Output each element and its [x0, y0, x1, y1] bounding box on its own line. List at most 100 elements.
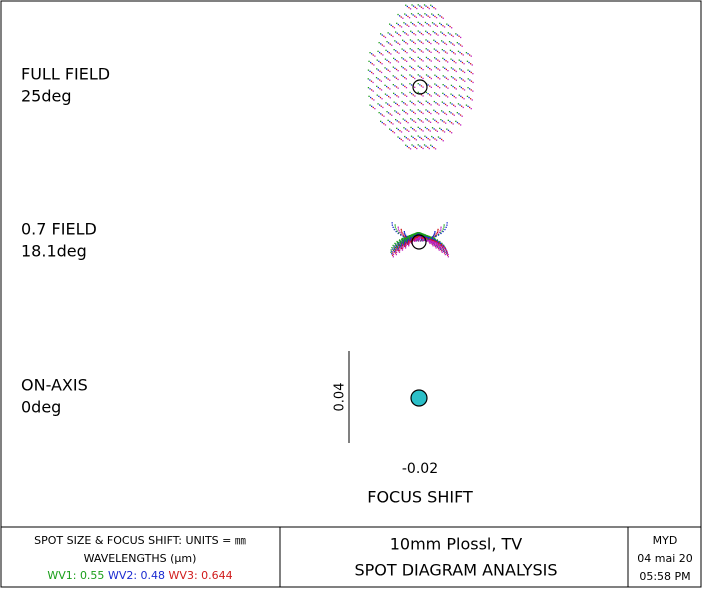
ray-dot: [404, 119, 406, 121]
ray-dot: [435, 239, 437, 242]
ray-dot: [397, 228, 400, 230]
ray-dot: [408, 7, 410, 9]
ray-dot: [380, 120, 382, 122]
ray-dot: [419, 5, 421, 7]
ray-dot: [379, 61, 382, 64]
ray-dot: [373, 64, 375, 66]
ray-dot: [443, 93, 446, 96]
ray-dot: [414, 121, 417, 123]
ray-dot: [470, 80, 473, 82]
ray-dot: [408, 241, 410, 243]
ray-dot: [414, 112, 416, 115]
ray-dot: [430, 144, 432, 146]
report-subtitle: SPOT DIAGRAM ANALYSIS: [354, 561, 557, 580]
ray-dot: [416, 147, 418, 150]
ray-dot: [406, 238, 408, 240]
ray-dot: [398, 230, 400, 232]
ray-dot: [470, 89, 472, 91]
ray-dot: [384, 36, 387, 39]
ray-dot: [466, 60, 469, 62]
ray-dot: [376, 85, 378, 87]
ray-dot: [401, 249, 404, 251]
ray-dot: [389, 23, 391, 25]
ray-dot: [446, 128, 448, 130]
ray-dot: [411, 49, 413, 51]
ray-dot: [402, 84, 404, 86]
ray-dot: [454, 105, 456, 108]
ray-dot: [393, 249, 395, 251]
ray-dot: [444, 76, 446, 78]
ray-dot: [395, 119, 397, 121]
ray-dot: [392, 66, 394, 68]
ray-dot: [398, 251, 401, 253]
ray-dot: [459, 114, 462, 116]
ray-dot: [379, 104, 381, 106]
ray-dot: [422, 104, 424, 106]
ray-dot: [396, 127, 398, 129]
ray-dot: [418, 239, 420, 241]
ray-dot: [446, 251, 448, 253]
ray-dot: [386, 111, 388, 113]
ray-dot: [440, 248, 443, 250]
ray-dot: [460, 95, 462, 97]
ray-dot: [429, 242, 431, 245]
ray-dot: [424, 239, 426, 242]
ray-dot: [399, 249, 401, 252]
ray-dot: [397, 246, 399, 249]
ray-dot: [445, 248, 447, 250]
ray-dot: [378, 112, 380, 114]
ray-dot: [435, 84, 438, 86]
ray-dot: [377, 103, 379, 105]
ray-dot: [431, 240, 433, 242]
ray-dot: [439, 127, 441, 129]
ray-dot: [432, 239, 434, 241]
ray-dot: [437, 94, 439, 96]
ray-dot: [435, 58, 437, 60]
ray-dot: [425, 236, 428, 238]
ray-dot: [417, 118, 419, 120]
ray-dot: [437, 59, 439, 61]
ray-dot: [397, 136, 399, 138]
ray-dot: [430, 42, 432, 45]
scale-bar-label: 0.04: [333, 383, 348, 412]
ray-dot: [395, 243, 397, 245]
ray-dot: [413, 129, 415, 131]
ray-dot: [458, 43, 460, 45]
date: 04 mai 20: [637, 552, 693, 565]
ray-dot: [434, 235, 437, 238]
ray-dot: [396, 103, 398, 106]
ray-dot: [456, 112, 458, 114]
ray-dot: [458, 123, 460, 125]
ray-dot: [376, 94, 378, 96]
ray-dot: [395, 41, 398, 43]
ray-dot: [420, 137, 423, 140]
ray-dot: [384, 58, 387, 60]
ray-dot: [426, 237, 428, 240]
ray-dot: [442, 245, 445, 248]
ray-dot: [446, 252, 448, 254]
ray-dot: [406, 43, 409, 45]
ray-dot: [408, 238, 410, 240]
ray-dot: [387, 103, 389, 105]
ray-dot: [425, 145, 427, 147]
ray-dot: [459, 44, 462, 46]
ray-dot: [402, 246, 404, 248]
ray-dot: [433, 109, 435, 111]
ray-dot: [409, 239, 411, 242]
ray-dot: [424, 126, 427, 129]
ray-dot: [445, 35, 447, 37]
ray-dot: [427, 15, 429, 17]
ray-dot: [425, 118, 427, 120]
ray-dot: [405, 42, 407, 44]
ray-dot: [428, 7, 430, 10]
ray-dot: [402, 140, 404, 142]
ray-dot: [404, 50, 406, 53]
ray-dot: [409, 236, 411, 238]
ray-dot: [394, 67, 396, 69]
ray-dot: [412, 128, 414, 130]
ray-dot: [371, 63, 373, 65]
ray-dot: [411, 119, 413, 121]
ray-dot: [429, 76, 431, 78]
ray-dot: [451, 50, 453, 53]
ray-dot: [453, 44, 455, 46]
